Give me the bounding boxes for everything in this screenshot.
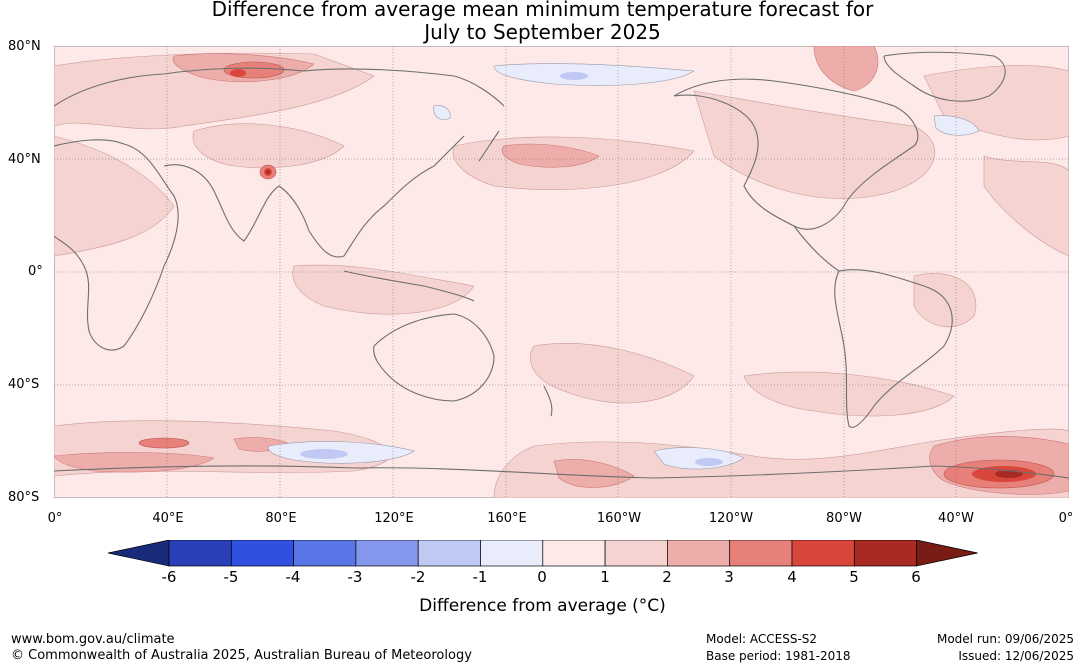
footer-model-info: Model: ACCESS-S2 Base period: 1981-2018 (706, 631, 851, 665)
footer-model: Model: ACCESS-S2 (706, 632, 818, 646)
coastlines (53, 51, 1070, 479)
anomaly-5-6-regions (266, 170, 1023, 478)
colorbar-cell (417, 540, 481, 567)
colorbar-tick-1: 1 (600, 568, 610, 586)
footer-left: www.bom.gov.au/climate © Commonwealth of… (11, 632, 472, 664)
lat-label-80s: 80°S (8, 490, 40, 505)
lon-label-160e: 160°E (487, 511, 527, 526)
map-svg (53, 45, 1070, 499)
lat-label-80n: 80°N (8, 39, 41, 54)
colorbar-tick-neg1: -1 (472, 568, 488, 586)
colorbar-cell (542, 540, 606, 567)
anomaly-2-3-regions (53, 45, 1070, 495)
colorbar-tick-4: 4 (787, 568, 797, 586)
colorbar-tick-5: 5 (849, 568, 859, 586)
anomaly-cool-strong (300, 72, 723, 466)
lon-label-40w: 40°W (938, 511, 974, 526)
lat-label-0: 0° (28, 264, 43, 279)
footer-base-period: Base period: 1981-2018 (706, 649, 851, 663)
colorbar-cell (853, 540, 917, 567)
colorbar-cell (667, 540, 731, 567)
colorbar-cells (108, 540, 978, 567)
lon-label-120e: 120°E (374, 511, 414, 526)
lon-label-80e: 80°E (265, 511, 297, 526)
footer-copyright: © Commonwealth of Australia 2025, Austra… (11, 648, 472, 663)
colorbar-extend-low (108, 540, 170, 567)
colorbar-tick-2: 2 (662, 568, 672, 586)
colorbar-extend-high (916, 540, 978, 567)
lon-label-80w: 80°W (826, 511, 862, 526)
lon-label-120w: 120°W (708, 511, 754, 526)
colorbar-label: Difference from average (°C) (419, 596, 666, 616)
colorbar-tick-3: 3 (724, 568, 734, 586)
colorbar-cell (729, 540, 793, 567)
lon-label-160w: 160°W (596, 511, 642, 526)
colorbar-tick-0: 0 (537, 568, 547, 586)
lat-label-40n: 40°N (8, 152, 41, 167)
title-line-2: July to September 2025 (424, 20, 661, 44)
colorbar-tick-neg4: -4 (285, 568, 301, 586)
footer-model-run: Model run: 09/06/2025 (936, 632, 1074, 646)
footer-issued: Issued: 12/06/2025 (958, 649, 1074, 663)
footer-url: www.bom.gov.au/climate (11, 632, 175, 647)
colorbar-cell (791, 540, 855, 567)
colorbar-cell (604, 540, 668, 567)
colorbar-cell (355, 540, 419, 567)
forecast-map (53, 45, 1070, 499)
colorbar-tick-neg5: -5 (223, 568, 239, 586)
colorbar-cell (230, 540, 294, 567)
colorbar-cell (293, 540, 357, 567)
colorbar-tick-6: 6 (911, 568, 921, 586)
colorbar-cell (168, 540, 232, 567)
colorbar (108, 540, 978, 567)
lon-label-40e: 40°E (152, 511, 184, 526)
colorbar-tick-neg6: -6 (161, 568, 177, 586)
title-line-1: Difference from average mean minimum tem… (211, 0, 874, 21)
colorbar-tick-neg3: -3 (347, 568, 363, 586)
colorbar-tick-neg2: -2 (410, 568, 426, 586)
graticule (54, 46, 1069, 498)
lon-label-0-left: 0° (47, 511, 63, 526)
footer-run-info: Model run: 09/06/2025 Issued: 12/06/2025 (937, 631, 1074, 665)
colorbar-cell (480, 540, 544, 567)
lon-label-0-right: 0° (1058, 511, 1074, 526)
chart-title: Difference from average mean minimum tem… (0, 0, 1085, 44)
lat-label-40s: 40°S (8, 377, 40, 392)
